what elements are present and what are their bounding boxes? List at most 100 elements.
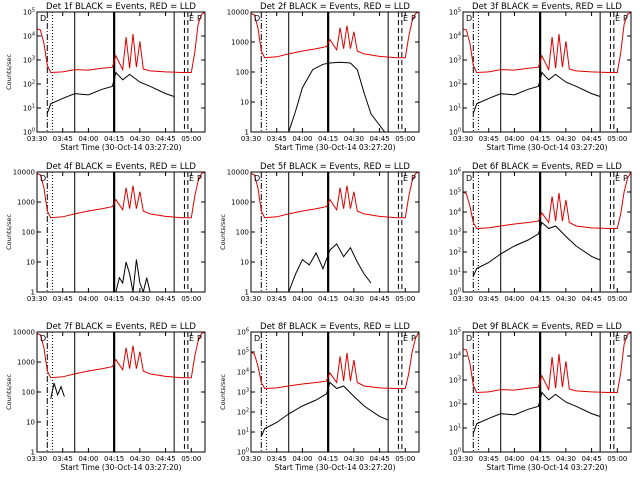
y-tick-label: 100 [449, 448, 461, 457]
y-tick-label: 1000 [231, 39, 249, 47]
series-line [472, 221, 601, 277]
corner-label: E [615, 14, 620, 23]
y-axis-label: Counts/sec [5, 54, 13, 90]
y-tick-label: 102 [449, 248, 461, 257]
x-tick-label: 05:00 [395, 455, 415, 463]
corner-label: D [254, 174, 260, 183]
y-tick-label: 106 [449, 168, 461, 177]
y-tick-label: 1 [245, 129, 249, 137]
corner-label: E [403, 14, 408, 23]
x-tick-label: 03:45 [53, 135, 73, 143]
x-tick-label: 04:00 [292, 135, 312, 143]
x-tick-label: 04:15 [318, 455, 338, 463]
corner-label: P [197, 334, 202, 343]
y-axis-label: Counts/sec [219, 374, 227, 410]
corner-label: P [411, 334, 416, 343]
plot-frame [250, 331, 420, 453]
x-tick-label: 03:30 [27, 135, 47, 143]
x-tick-label: 04:45 [581, 135, 601, 143]
y-tick-label: 10 [240, 259, 249, 267]
y-tick-label: 105 [237, 348, 249, 357]
x-tick-label: 03:30 [27, 455, 47, 463]
y-tick-label: 1 [245, 289, 249, 297]
y-tick-label: 100 [22, 229, 35, 237]
y-tick-label: 102 [23, 80, 35, 89]
y-tick-label: 100 [237, 448, 249, 457]
series-line [463, 172, 631, 230]
x-tick-label: 04:45 [581, 295, 601, 303]
x-tick-label: 05:00 [607, 135, 627, 143]
y-tick-label: 103 [23, 56, 35, 65]
x-tick-label: 04:30 [556, 135, 576, 143]
corner-label: D [40, 174, 46, 183]
y-tick-label: 104 [449, 352, 461, 361]
x-tick-label: 05:00 [181, 295, 201, 303]
x-tick-label: 04:45 [155, 135, 175, 143]
corner-label: D [466, 334, 472, 343]
panel-title: Det 8f BLACK = Events, RED = LLD [260, 322, 410, 332]
series-line [472, 71, 601, 114]
series-line [115, 259, 151, 292]
y-tick-label: 103 [449, 56, 461, 65]
plot-frame [462, 171, 632, 293]
y-tick-label: 105 [449, 328, 461, 337]
y-tick-label: 101 [237, 428, 249, 437]
y-tick-label: 104 [237, 368, 249, 377]
corner-label: D [466, 174, 472, 183]
plot-frame [250, 11, 420, 133]
x-tick-label: 04:45 [155, 455, 175, 463]
y-tick-label: 100 [23, 128, 35, 137]
y-tick-label: 10000 [227, 9, 249, 17]
series-line [37, 172, 205, 219]
y-tick-label: 101 [449, 104, 461, 113]
y-tick-label: 10000 [13, 329, 35, 337]
series-line [37, 332, 205, 379]
y-tick-label: 101 [23, 104, 35, 113]
y-tick-label: 103 [237, 388, 249, 397]
x-tick-label: 04:00 [78, 135, 98, 143]
corner-label: E [403, 334, 408, 343]
x-tick-label: 04:30 [344, 295, 364, 303]
x-tick-label: 04:15 [104, 295, 124, 303]
x-tick-label: 04:30 [556, 455, 576, 463]
x-axis-label: Start Time (30-Oct-14 03:27:20) [274, 143, 395, 152]
x-tick-label: 04:00 [504, 135, 524, 143]
x-tick-label: 03:30 [453, 455, 473, 463]
corner-label: D [40, 334, 46, 343]
series-line [251, 12, 419, 59]
panel-title: Det 2f BLACK = Events, RED = LLD [260, 2, 410, 12]
y-tick-label: 100 [236, 69, 249, 77]
panel-title: Det 4f BLACK = Events, RED = LLD [46, 162, 196, 172]
x-tick-label: 05:00 [607, 455, 627, 463]
x-axis-label: Start Time (30-Oct-14 03:27:20) [60, 143, 181, 152]
x-tick-label: 04:15 [318, 295, 338, 303]
x-tick-label: 04:00 [504, 295, 524, 303]
y-tick-label: 1 [31, 289, 35, 297]
y-tick-label: 1 [31, 449, 35, 457]
y-tick-label: 100 [449, 288, 461, 297]
x-tick-label: 03:30 [241, 295, 261, 303]
corner-label: D [466, 14, 472, 23]
panel-title: Det 9f BLACK = Events, RED = LLD [472, 322, 622, 332]
series-line [288, 61, 386, 132]
x-tick-label: 05:00 [181, 455, 201, 463]
x-tick-label: 03:45 [479, 455, 499, 463]
y-tick-label: 105 [449, 8, 461, 17]
x-tick-label: 04:30 [130, 295, 150, 303]
panel-title: Det 1f BLACK = Events, RED = LLD [46, 2, 196, 12]
corner-label: D [254, 334, 260, 343]
x-tick-label: 04:30 [344, 135, 364, 143]
x-tick-label: 04:00 [78, 295, 98, 303]
y-tick-label: 10 [26, 419, 35, 427]
series-line [463, 332, 631, 394]
corner-label: P [411, 174, 416, 183]
panel-title: Det 7f BLACK = Events, RED = LLD [46, 322, 196, 332]
plot-frame [250, 171, 420, 293]
x-tick-label: 03:45 [267, 135, 287, 143]
y-tick-label: 10 [240, 99, 249, 107]
